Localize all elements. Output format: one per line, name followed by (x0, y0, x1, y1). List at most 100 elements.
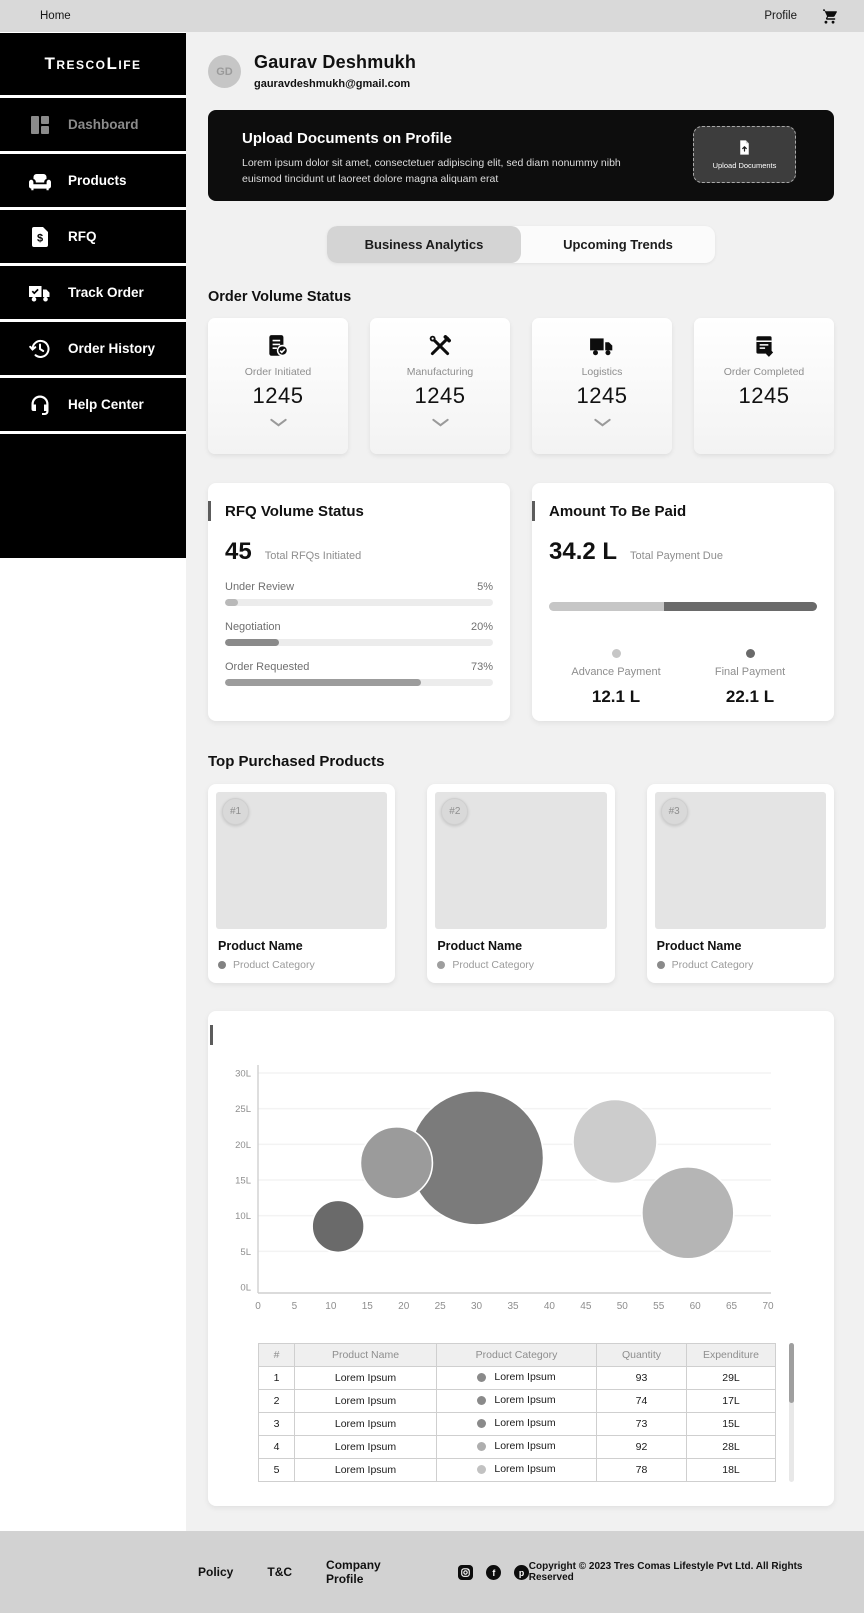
cell-product-name: Lorem Ipsum (294, 1389, 437, 1413)
pinterest-icon[interactable]: p (513, 1564, 529, 1580)
sidebar-item-order-history[interactable]: Order History (0, 322, 186, 375)
svg-text:35: 35 (507, 1301, 519, 1312)
home-link[interactable]: Home (40, 10, 71, 22)
upload-documents-banner: Upload Documents on Profile Lorem ipsum … (208, 110, 834, 201)
cell-expenditure: 15L (686, 1412, 776, 1436)
order-completed-icon (751, 333, 777, 359)
product-name: Product Name (656, 939, 742, 953)
svg-text:$: $ (37, 232, 43, 244)
history-icon (28, 337, 52, 361)
tab-business-analytics[interactable]: Business Analytics (327, 226, 521, 263)
cell-quantity: 73 (596, 1412, 687, 1436)
col-header-expenditure: Expenditure (686, 1343, 776, 1367)
svg-text:10: 10 (325, 1301, 337, 1312)
rfq-bar-under-review: Under Review 5% (225, 581, 493, 606)
svg-text:15: 15 (362, 1301, 374, 1312)
card-value: 1245 (576, 383, 628, 408)
table-header-row: # Product Name Product Category Quantity… (258, 1343, 776, 1367)
svg-text:60: 60 (690, 1301, 702, 1312)
product-category: Product Category (452, 959, 535, 971)
final-value: 22.1 L (725, 687, 775, 706)
bar-fill (225, 679, 421, 686)
product-card-3[interactable]: #3 Product Name Product Category (646, 784, 834, 983)
top-bar: Home Profile (0, 0, 864, 32)
table-row: 5 Lorem Ipsum Lorem Ipsum 78 18L (258, 1458, 776, 1482)
top-purchased-products-title: Top Purchased Products (208, 753, 385, 770)
sidebar-item-dashboard[interactable]: Dashboard (0, 98, 186, 151)
table-scrollbar-thumb[interactable] (789, 1343, 794, 1403)
sidebar-item-label: Track Order (68, 285, 144, 300)
svg-text:10L: 10L (235, 1211, 251, 1222)
sidebar: TrescoLife Dashboard Products $ RFQ (0, 32, 186, 1531)
payment-total: 34.2 L (549, 538, 618, 565)
cell-quantity: 74 (596, 1389, 687, 1413)
rank-badge: #2 (441, 798, 469, 825)
product-category: Product Category (671, 959, 754, 971)
sidebar-item-rfq[interactable]: $ RFQ (0, 210, 186, 263)
category-dot (218, 961, 226, 969)
logo-block: TrescoLife (0, 33, 186, 95)
final-segment (664, 602, 817, 611)
tab-upcoming-trends[interactable]: Upcoming Trends (563, 237, 673, 252)
svg-text:40: 40 (544, 1301, 556, 1312)
user-name: Gaurav Deshmukh (254, 52, 417, 72)
cell-product-category: Lorem Ipsum (436, 1435, 597, 1459)
svg-text:25: 25 (435, 1301, 447, 1312)
rfq-volume-status-card: RFQ Volume Status 45 Total RFQs Initiate… (208, 483, 510, 721)
table-scrollbar-track (789, 1343, 794, 1482)
dashboard-icon (28, 113, 52, 137)
cell-product-name: Lorem Ipsum (294, 1366, 437, 1390)
cell-expenditure: 17L (686, 1389, 776, 1413)
upload-documents-button[interactable]: Upload Documents (693, 126, 796, 183)
product-image-placeholder: #2 (435, 792, 607, 929)
sidebar-item-products[interactable]: Products (0, 154, 186, 207)
bar-percent: 73% (470, 661, 493, 673)
product-card-1[interactable]: #1 Product Name Product Category (208, 784, 396, 983)
sidebar-item-track-order[interactable]: Track Order (0, 266, 186, 319)
category-dot (656, 961, 665, 969)
rfq-status-title: RFQ Volume Status (225, 502, 364, 520)
cell-expenditure: 29L (686, 1366, 776, 1390)
footer-link-tc[interactable]: T&C (267, 1565, 293, 1579)
rfq-bar-order-requested: Order Requested 73% (225, 661, 493, 686)
logistics-card: Logistics 1245 (532, 318, 672, 454)
expand-chevron-down-icon[interactable] (593, 418, 612, 427)
cart-icon[interactable] (821, 8, 838, 25)
product-category: Product Category (233, 959, 315, 971)
svg-text:55: 55 (653, 1301, 665, 1312)
expand-chevron-down-icon[interactable] (431, 418, 450, 427)
instagram-icon[interactable] (457, 1564, 473, 1580)
svg-text:p: p (519, 1567, 524, 1577)
bar-fill (225, 599, 239, 606)
sidebar-item-help-center[interactable]: Help Center (0, 378, 186, 431)
rank-badge: #3 (660, 798, 688, 825)
footer-link-company-profile[interactable]: Company Profile (326, 1558, 381, 1586)
expenditure-chart-card: 0L 5L 10L 15L 20L 25L 30L 0 5 10 15 20 25 30 35 40 45 50 5… (208, 1011, 834, 1506)
cell-product-category: Lorem Ipsum (436, 1458, 597, 1482)
category-dot (477, 1441, 487, 1451)
rfq-bar-negotiation: Negotiation 20% (225, 621, 493, 646)
card-value: 1245 (414, 383, 466, 408)
svg-text:0L: 0L (240, 1283, 251, 1294)
avatar: GD (208, 55, 241, 88)
title-accent-bar (210, 1025, 213, 1045)
col-header-product-category: Product Category (436, 1343, 597, 1367)
user-email: gauravdeshmukh@gmail.com (254, 78, 411, 90)
profile-link[interactable]: Profile (764, 10, 797, 22)
rfq-total-label: Total RFQs Initiated (264, 550, 362, 562)
product-name: Product Name (437, 939, 523, 953)
expand-chevron-down-icon[interactable] (269, 418, 288, 427)
card-label: Logistics (581, 366, 623, 378)
facebook-icon[interactable]: f (485, 1564, 501, 1580)
advance-dot (611, 649, 621, 658)
col-header-product-name: Product Name (294, 1343, 437, 1367)
footer-link-policy[interactable]: Policy (198, 1565, 234, 1579)
footer: Policy T&C Company Profile f p Copyright… (0, 1531, 864, 1613)
sidebar-item-label: Help Center (68, 397, 144, 412)
cell-index: 4 (258, 1435, 295, 1459)
cell-quantity: 92 (596, 1435, 687, 1459)
manufacturing-icon (427, 333, 453, 359)
rfq-total: 45 (225, 538, 252, 565)
bubble-chart: 0L 5L 10L 15L 20L 25L 30L 0 5 10 15 20 25 30 35 40 45 50 5… (235, 1065, 774, 1312)
product-card-2[interactable]: #2 Product Name Product Category (427, 784, 615, 983)
